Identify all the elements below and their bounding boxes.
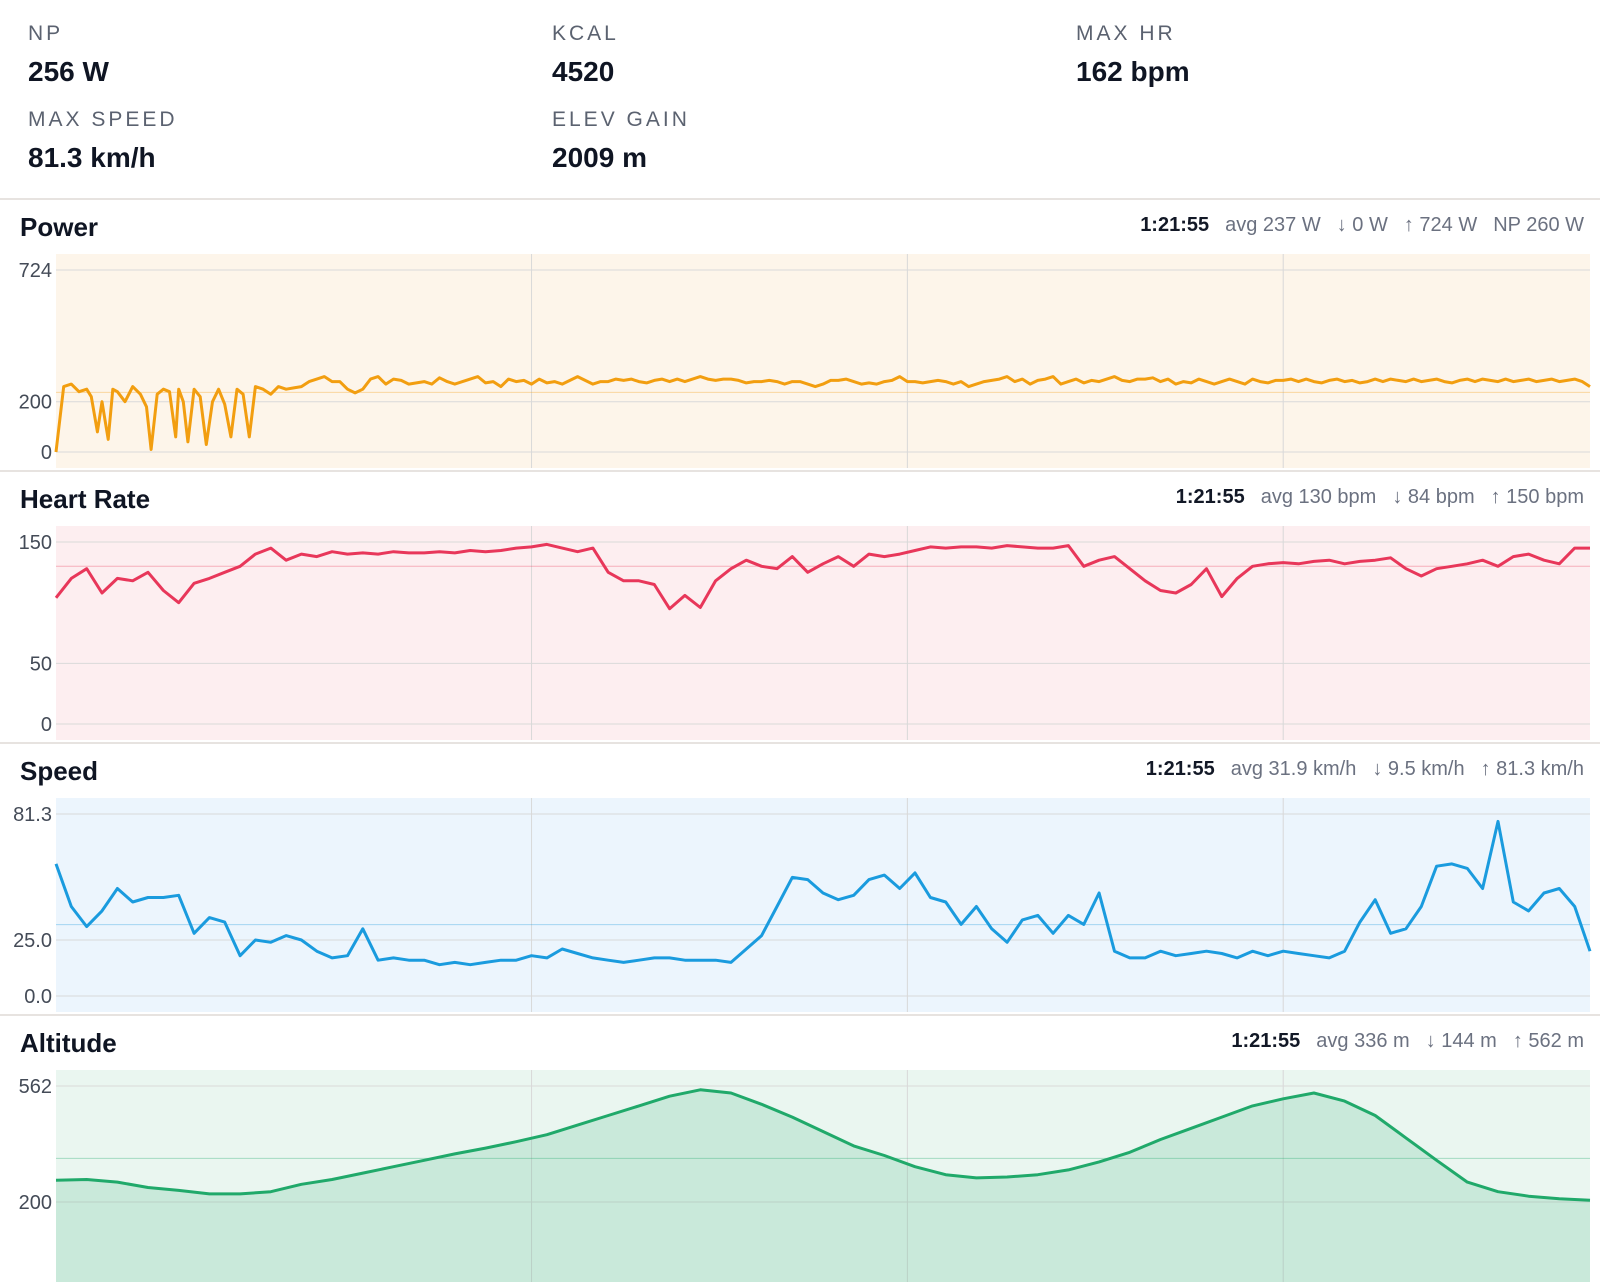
series-area [56,1089,1590,1282]
stat-label: ELEV GAIN [552,108,690,131]
series-line [54,542,1590,611]
duration-label: 1:21:55 [1140,214,1210,236]
metric-value: NP 260 W [1493,214,1584,236]
y-tick-label: 0 [41,442,52,464]
y-tick-label: 0.0 [24,986,52,1008]
summary-stats: NP 256 W KCAL 4520 MAX HR 162 bpm MAX SP… [0,0,1600,200]
plot-background [56,526,1590,740]
metric-value: ↓ 0 W [1336,214,1388,236]
duration-label: 1:21:55 [1145,758,1215,780]
panel-divider [0,742,1600,744]
metric-value: avg 336 m [1316,1030,1410,1052]
metric-value: avg 31.9 km/h [1230,758,1357,780]
metric-value: avg 237 W [1225,214,1321,236]
metric-value: ↑ 562 m [1512,1030,1584,1052]
panel-title: Speed [20,756,99,786]
plot-background [56,254,1590,468]
chart-panel-altitude: Altitude 1:21:55 avg 336 m ↓ 144 m ↑ 562 m 56… [0,1016,1600,1288]
panel-metrics: 1:21:55 avg 31.9 km/h ↓ 9.5 km/h ↑ 81.3 km/… [1146,758,1584,781]
panel-metrics: 1:21:55 avg 130 bpm ↓ 84 bpm ↑ 150 bpm [1176,486,1584,509]
chart-panel-speed: Speed 1:21:55 avg 31.9 km/h ↓ 9.5 km/h ↑ 81.… [0,744,1600,1016]
y-tick-label: 50 [30,653,52,675]
stat-value: 162 bpm [1076,56,1190,87]
duration-label: 1:21:55 [1175,486,1245,508]
panel-metrics: 1:21:55 avg 237 W ↓ 0 W ↑ 724 W NP 260 W [1140,214,1584,237]
panel-divider [0,1014,1600,1016]
y-tick-label: 562 [19,1076,52,1098]
y-tick-label: 200 [19,392,52,414]
stat-label: MAX HR [1076,22,1176,45]
panel-header: Heart Rate 1:21:55 avg 130 bpm ↓ 84 bpm ↑ 15… [0,472,1600,526]
panel-title: Heart Rate [20,484,151,514]
metric-value: avg 130 bpm [1260,486,1377,508]
y-tick-label: 724 [19,260,52,282]
stat-value: 2009 m [552,142,647,173]
metric-value: ↑ 150 bpm [1490,486,1584,508]
stat-elev-gain: ELEV GAIN 2009 m [552,108,690,174]
plot-background [56,798,1590,1012]
chart-speed[interactable]: 81.3 25.0 0.0 [0,798,1600,1012]
stat-value: 256 W [28,56,109,87]
stat-label: KCAL [552,22,619,45]
metric-value: ↓ 9.5 km/h [1372,758,1465,780]
panel-metrics: 1:21:55 avg 336 m ↓ 144 m ↑ 562 m [1231,1030,1584,1053]
stat-np: NP 256 W [28,22,109,88]
metric-value: ↓ 84 bpm [1392,486,1475,508]
y-tick-label: 150 [19,532,52,554]
chart-panel-heart-rate: Heart Rate 1:21:55 avg 130 bpm ↓ 84 bpm ↑ 15… [0,472,1600,744]
y-tick-label: 81.3 [13,804,52,826]
stat-label: MAX SPEED [28,108,178,131]
chart-heart-rate[interactable]: 150 50 0 [0,526,1600,740]
stat-kcal: KCAL 4520 [552,22,619,88]
chart-power[interactable]: 724 200 0 [0,254,1600,468]
y-tick-label: 200 [19,1192,52,1214]
stat-max-speed: MAX SPEED 81.3 km/h [28,108,178,174]
panel-header: Altitude 1:21:55 avg 336 m ↓ 144 m ↑ 562 m [0,1016,1600,1070]
panel-divider [0,470,1600,472]
panel-title: Power [20,212,99,242]
plot-background [56,1070,1590,1282]
chart-panel-power: Power 1:21:55 avg 237 W ↓ 0 W ↑ 724 W NP 260 … [0,200,1600,472]
panel-title: Altitude [20,1028,117,1058]
stat-value: 81.3 km/h [28,142,156,173]
stat-max-hr: MAX HR 162 bpm [1076,22,1190,88]
y-tick-label: 25.0 [13,930,52,952]
series-line [54,375,1591,453]
stat-label: NP [28,22,64,45]
metric-value: ↑ 724 W [1403,214,1478,236]
panel-header: Speed 1:21:55 avg 31.9 km/h ↓ 9.5 km/h ↑ 81.… [0,744,1600,798]
duration-label: 1:21:55 [1231,1030,1301,1052]
panel-header: Power 1:21:55 avg 237 W ↓ 0 W ↑ 724 W NP 260 … [0,200,1600,254]
series-line [54,819,1592,967]
chart-altitude[interactable]: 562 200 [0,1070,1600,1282]
y-tick-label: 0 [41,714,52,736]
metric-value: ↓ 144 m [1425,1030,1497,1052]
series-line [55,1088,1591,1202]
metric-value: ↑ 81.3 km/h [1480,758,1584,780]
stat-value: 4520 [552,56,615,87]
